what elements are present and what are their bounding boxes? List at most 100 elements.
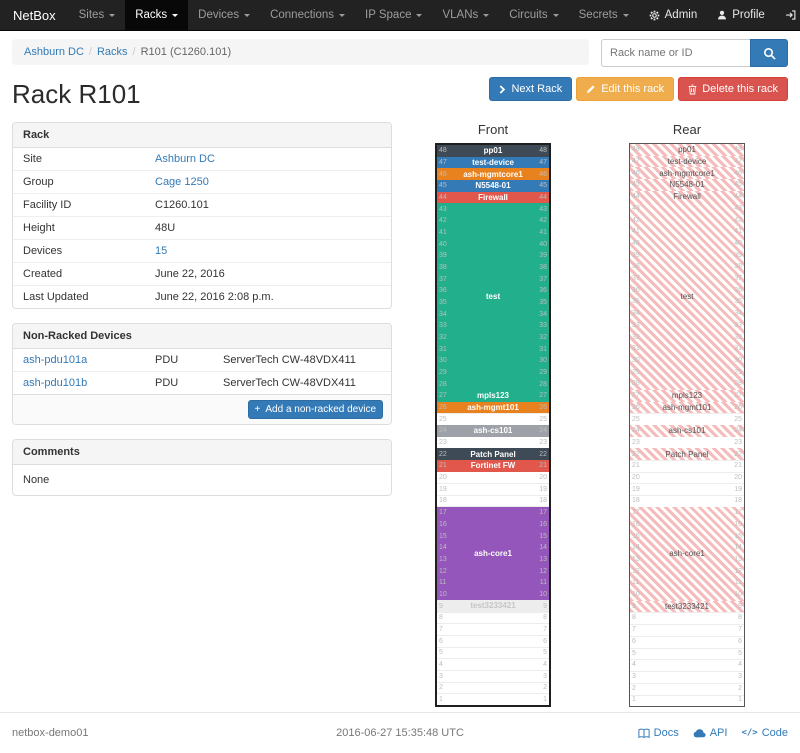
rear-title: Rear xyxy=(672,122,702,137)
rack-device-pp01[interactable]: pp01 xyxy=(437,145,549,157)
rack-device-test3233421[interactable]: test3233421 xyxy=(437,600,549,612)
attr-label: Group xyxy=(13,170,145,194)
non-racked-panel: Non-Racked Devices ash-pdu101a PDU ServerT… xyxy=(12,323,392,425)
rack-device-test-device[interactable]: test-device xyxy=(437,156,549,169)
nav-item-connections[interactable]: Connections xyxy=(260,0,355,30)
chevron-down-icon xyxy=(244,13,251,17)
non-racked-title: Non-Racked Devices xyxy=(13,324,391,349)
rack-device-patch-panel[interactable]: Patch Panel xyxy=(630,448,744,461)
rack-device-fortinet-fw[interactable]: Fortinet FW xyxy=(437,460,549,472)
attr-link-group[interactable]: Cage 1250 xyxy=(155,176,209,188)
nav-item-log-out[interactable]: Log out xyxy=(775,0,800,30)
rack-device-ash-core1[interactable]: ash-core1 xyxy=(630,506,744,601)
breadcrumb-row: Ashburn DC / Racks / R101 (C1260.101) xyxy=(0,31,800,67)
cloud-icon xyxy=(693,728,706,738)
footer-link-code[interactable]: </> Code xyxy=(741,727,788,739)
nav-item-sites[interactable]: Sites xyxy=(69,0,126,30)
delete-rack-button[interactable]: Delete this rack xyxy=(678,77,788,102)
comments-body: None xyxy=(23,474,50,486)
rack-device-ash-core1[interactable]: ash-core1 xyxy=(437,506,549,600)
attr-label: Site xyxy=(23,153,42,165)
attr-row-last-updated: Last Updated June 22, 2016 2:08 p.m. xyxy=(13,285,391,308)
add-non-racked-device-button[interactable]: + Add a non-racked device xyxy=(247,400,383,419)
breadcrumb-separator: / xyxy=(132,46,136,58)
chevron-down-icon xyxy=(483,13,490,17)
footer-hostname: netbox-demo01 xyxy=(12,727,89,739)
nav-item-vlans[interactable]: VLANs xyxy=(432,0,499,30)
brand[interactable]: NetBox xyxy=(13,7,56,23)
device-role: PDU xyxy=(145,371,213,394)
attr-row-created: Created June 22, 2016 xyxy=(13,262,391,286)
front-devices: pp01 test-device ash-mgmtcore1 N5548-01 Fire… xyxy=(437,145,549,705)
rear-devices: pp01 test-device ash-mgmtcore1 N5548-01 Fire… xyxy=(630,144,744,706)
nav-right: AdminProfileLog out xyxy=(639,0,800,30)
rack-device-patch-panel[interactable]: Patch Panel xyxy=(437,448,549,460)
nav-item-secrets[interactable]: Secrets xyxy=(569,0,639,30)
log-out-icon xyxy=(785,10,796,20)
attr-value: C1260.101 xyxy=(145,193,391,217)
footer-link-docs[interactable]: Docs xyxy=(638,727,679,739)
attr-link-site[interactable]: Ashburn DC xyxy=(155,153,215,165)
rack-elevations: Front pp01 test-device ash-mgmtcore1 N5548-… xyxy=(392,122,788,707)
attr-label: Last Updated xyxy=(13,285,145,308)
search-button[interactable] xyxy=(750,39,788,67)
nav-item-ip-space[interactable]: IP Space xyxy=(355,0,432,30)
rack-device-firewall[interactable]: Firewall xyxy=(437,191,549,204)
rack-device-ash-mgmt101[interactable]: ash-mgmt101 xyxy=(437,401,549,414)
page-head: Rack R101 Next Rack Edit this rack Delet… xyxy=(12,75,788,122)
edit-rack-button[interactable]: Edit this rack xyxy=(576,77,675,102)
book-icon xyxy=(638,728,650,739)
rack-device-ash-cs101[interactable]: ash-cs101 xyxy=(630,425,744,437)
next-rack-button[interactable]: Next Rack xyxy=(489,77,573,102)
rack-device-n5548-01[interactable]: N5548-01 xyxy=(437,180,549,192)
rack-device-n5548-01[interactable]: N5548-01 xyxy=(630,179,744,191)
breadcrumb-item-ashburn-dc[interactable]: Ashburn DC xyxy=(24,46,84,58)
rack-device-pp01[interactable]: pp01 xyxy=(630,144,744,156)
nav-item-devices[interactable]: Devices xyxy=(188,0,260,30)
content: Rack R101 Next Rack Edit this rack Delet… xyxy=(0,75,800,707)
code-icon: </> xyxy=(741,728,758,738)
rack-actions: Next Rack Edit this rack Delete this rac… xyxy=(489,77,788,102)
rack-device-ash-mgmtcore1[interactable]: ash-mgmtcore1 xyxy=(437,168,549,180)
rack-device-ash-mgmtcore1[interactable]: ash-mgmtcore1 xyxy=(630,167,744,180)
trash-icon xyxy=(688,84,697,95)
device-link-ash-pdu101b[interactable]: ash-pdu101b xyxy=(23,377,88,389)
footer: netbox-demo01 2016-06-27 15:35:48 UTC Do… xyxy=(0,712,800,753)
attr-row-facility-id: Facility ID C1260.101 xyxy=(13,193,391,217)
chevron-down-icon xyxy=(622,13,629,17)
nav-item-admin[interactable]: Admin xyxy=(639,0,708,30)
device-model: ServerTech CW-48VDX411 xyxy=(213,371,391,394)
rack-device-test-device[interactable]: test-device xyxy=(630,155,744,168)
rack-device-test[interactable]: test xyxy=(437,203,549,390)
device-role: PDU xyxy=(155,354,179,366)
next-rack-label: Next Rack xyxy=(511,83,563,95)
rack-device-ash-mgmt101[interactable]: ash-mgmt101 xyxy=(630,401,744,414)
footer-timestamp: 2016-06-27 15:35:48 UTC xyxy=(336,727,464,739)
comments-panel: Comments None xyxy=(12,439,392,496)
nav-item-profile[interactable]: Profile xyxy=(707,0,775,30)
rack-device-test3233421[interactable]: test3233421 xyxy=(630,600,744,613)
breadcrumb-item-racks[interactable]: Racks xyxy=(96,46,128,58)
nav-item-racks[interactable]: Racks xyxy=(125,0,189,30)
navbar: NetBox Sites Racks Devices Connections IP Sp… xyxy=(0,0,800,31)
non-racked-body: ash-pdu101a PDU ServerTech CW-48VDX411 ash-… xyxy=(13,349,391,394)
rack-panel-title: Rack xyxy=(13,123,391,148)
search-icon xyxy=(763,47,776,60)
rack-device-firewall[interactable]: Firewall xyxy=(630,190,744,203)
search-input[interactable] xyxy=(601,39,750,67)
device-link-ash-pdu101a[interactable]: ash-pdu101a xyxy=(23,354,88,366)
nav-items: Sites Racks Devices Connections IP Space VLAN… xyxy=(69,0,639,30)
footer-links: Docs API </> Code xyxy=(568,727,788,739)
rack-device-test[interactable]: test xyxy=(630,202,744,390)
nav-item-circuits[interactable]: Circuits xyxy=(499,0,568,30)
rack-device-mpls123[interactable]: mpls123 xyxy=(630,389,744,402)
attr-link-devices[interactable]: 15 xyxy=(155,245,168,257)
edit-rack-label: Edit this rack xyxy=(601,83,665,95)
device-model: ServerTech CW-48VDX411 xyxy=(223,354,356,366)
rack-device-ash-cs101[interactable]: ash-cs101 xyxy=(437,425,549,437)
chevron-down-icon xyxy=(552,13,559,17)
breadcrumb: Ashburn DC / Racks / R101 (C1260.101) xyxy=(12,39,589,65)
footer-link-api[interactable]: API xyxy=(693,727,727,739)
attr-value: Ashburn DC xyxy=(145,148,391,171)
rack-device-mpls123[interactable]: mpls123 xyxy=(437,390,549,402)
